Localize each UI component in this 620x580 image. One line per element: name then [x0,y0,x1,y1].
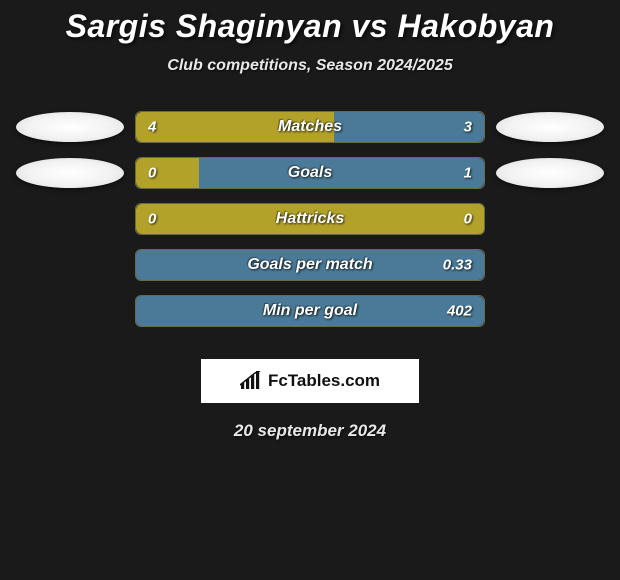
stat-row: 0 0 Hattricks [135,203,485,235]
player-right-badge [485,158,615,188]
stat-bar-left [136,158,199,188]
brand-badge[interactable]: FcTables.com [201,359,419,403]
player-left-badge [5,112,135,142]
stat-row: 402 Min per goal [135,295,485,327]
ellipse-icon [496,158,604,188]
stat-bar-right [199,158,484,188]
stat-row: 0 1 Goals [5,157,615,189]
brand-text: FcTables.com [268,371,380,391]
stat-value-right: 0.33 [443,257,472,274]
date-line: 20 september 2024 [0,421,620,441]
stat-bar: 0 0 Hattricks [135,203,485,235]
ellipse-icon [16,158,124,188]
stat-value-left: 0 [148,211,156,228]
stat-label: Goals per match [247,256,372,274]
chart-icon [240,371,262,391]
stat-bar: 402 Min per goal [135,295,485,327]
stat-value-left: 0 [148,165,156,182]
stat-bar: 0 1 Goals [135,157,485,189]
stat-value-right: 3 [464,119,472,136]
stat-value-left: 4 [148,119,156,136]
ellipse-icon [16,112,124,142]
ellipse-icon [496,112,604,142]
stat-bar-right [334,112,484,142]
stat-bar: 0.33 Goals per match [135,249,485,281]
page-title: Sargis Shaginyan vs Hakobyan [0,8,620,45]
stat-value-right: 1 [464,165,472,182]
stat-label: Min per goal [263,302,357,320]
stat-bar: 4 3 Matches [135,111,485,143]
stat-row: 0.33 Goals per match [135,249,485,281]
stat-label: Matches [278,118,342,136]
player-left-badge [5,158,135,188]
stats-list: 4 3 Matches 0 1 Goals 0 0 Hattricks 0.33 Goals per… [0,111,620,341]
stat-value-right: 402 [447,303,472,320]
stat-value-right: 0 [464,211,472,228]
subtitle: Club competitions, Season 2024/2025 [0,57,620,75]
stat-label: Hattricks [276,210,344,228]
comparison-widget: Sargis Shaginyan vs Hakobyan Club compet… [0,0,620,441]
stat-row: 4 3 Matches [5,111,615,143]
player-right-badge [485,112,615,142]
stat-label: Goals [288,164,332,182]
